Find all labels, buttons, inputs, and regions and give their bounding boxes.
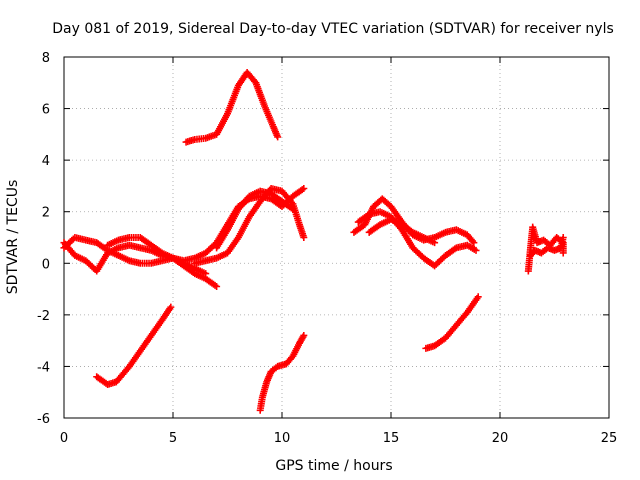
- data-point-marker: [559, 249, 567, 257]
- series-arc-e: [213, 187, 297, 252]
- series-arc-low-1: [93, 303, 175, 388]
- data-point-marker: [167, 303, 175, 311]
- series-arc-f: [350, 195, 478, 247]
- series-arc-i: [524, 223, 567, 275]
- data-point-marker: [300, 185, 308, 193]
- x-tick-label: 5: [169, 431, 177, 446]
- y-tick-label: 0: [42, 257, 50, 272]
- y-tick-label: 8: [42, 51, 50, 66]
- axis-ticks: 0 5 10 15 20 25 -6 -4 -2 0 2 4 6 8: [37, 51, 617, 446]
- y-tick-label: -4: [37, 360, 50, 375]
- data-point-marker: [274, 133, 282, 141]
- y-tick-label: 6: [42, 103, 50, 118]
- plot-frame: [63, 56, 610, 419]
- data-point-marker: [472, 246, 480, 254]
- x-tick-label: 25: [601, 431, 618, 446]
- series-arc-low-2: [256, 331, 308, 414]
- x-tick-label: 15: [383, 431, 400, 446]
- x-tick-label: 20: [492, 431, 509, 446]
- data-point-marker: [300, 331, 308, 339]
- grid: [64, 57, 609, 418]
- series-arc-high-peak: [182, 68, 282, 146]
- y-tick-label: -6: [37, 412, 50, 427]
- data-points: [60, 68, 567, 414]
- data-point-marker: [559, 234, 567, 241]
- y-tick-label: 4: [42, 154, 50, 169]
- y-tick-label: -2: [37, 309, 50, 324]
- data-point-marker: [431, 239, 439, 247]
- x-tick-label: 10: [274, 431, 291, 446]
- y-axis-label: SDTVAR / TECUs: [5, 180, 21, 295]
- y-tick-label: 2: [42, 206, 50, 221]
- data-point-marker: [300, 234, 308, 241]
- series-arc-low-3: [422, 293, 482, 352]
- data-point-marker: [289, 205, 297, 213]
- data-point-marker: [213, 282, 221, 290]
- x-axis-label: GPS time / hours: [275, 458, 392, 474]
- data-point-marker: [470, 239, 478, 247]
- x-tick-label: 0: [60, 431, 68, 446]
- data-point-marker: [202, 270, 210, 278]
- series-arc-j: [527, 234, 567, 260]
- chart-title: Day 081 of 2019, Sidereal Day-to-day VTE…: [52, 21, 614, 37]
- data-point-marker: [474, 293, 482, 301]
- series-arc-h: [365, 215, 439, 247]
